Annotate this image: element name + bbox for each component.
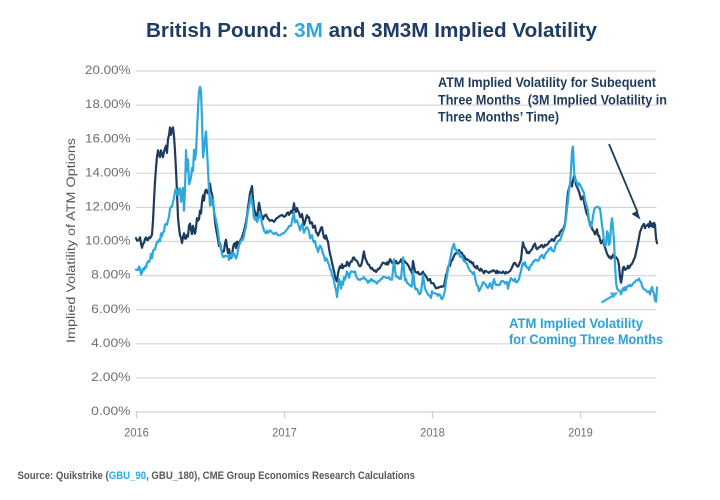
svg-text:16.00%: 16.00% <box>85 131 131 145</box>
svg-text:Three Months’ Time): Three Months’ Time) <box>438 108 559 124</box>
svg-text:6.00%: 6.00% <box>91 302 131 316</box>
svg-text:10.00%: 10.00% <box>85 234 131 248</box>
svg-text:2019: 2019 <box>568 426 593 440</box>
svg-text:2017: 2017 <box>272 426 297 440</box>
svg-text:2.00%: 2.00% <box>91 370 131 384</box>
svg-text:for Coming Three Months: for Coming Three Months <box>509 331 663 347</box>
svg-text:20.00%: 20.00% <box>85 63 131 77</box>
svg-text:2016: 2016 <box>124 426 149 440</box>
svg-text:4.00%: 4.00% <box>91 336 131 350</box>
svg-text:12.00%: 12.00% <box>85 200 131 214</box>
svg-text:Three Months (3M Implied Vola: Three Months (3M Implied Volatility in <box>438 91 667 107</box>
svg-text:8.00%: 8.00% <box>91 268 131 282</box>
svg-text:ATM Implied Volatility for Sub: ATM Implied Volatility for Subequent <box>438 74 656 90</box>
svg-text:Implied Volatility of ATM Opti: Implied Volatility of ATM Options <box>64 138 78 343</box>
svg-text:2018: 2018 <box>420 426 445 440</box>
svg-text:British Pound: 3M and 3M3M Imp: British Pound: 3M and 3M3M Implied Volat… <box>146 20 598 42</box>
svg-text:18.00%: 18.00% <box>85 97 131 111</box>
svg-text:Source: Quikstrike (GBU_90, GB: Source: Quikstrike (GBU_90, GBU_180), CM… <box>18 470 416 482</box>
svg-text:0.00%: 0.00% <box>91 404 131 418</box>
svg-text:14.00%: 14.00% <box>85 165 131 179</box>
svg-text:ATM Implied Volatility: ATM Implied Volatility <box>509 315 643 331</box>
